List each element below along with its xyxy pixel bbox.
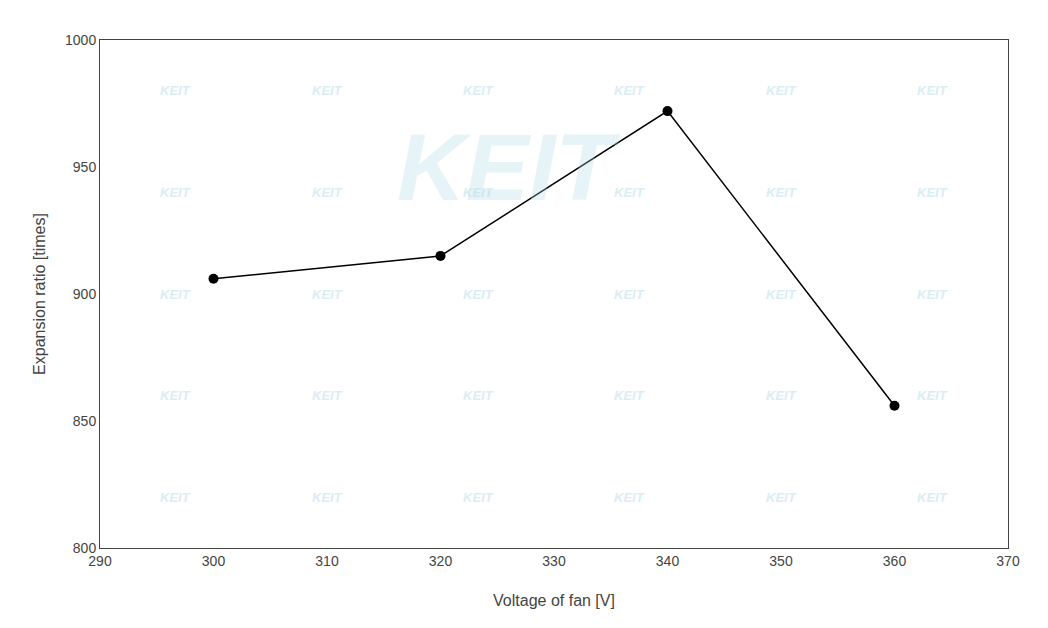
svg-text:KEIT: KEIT [917,185,948,200]
svg-text:900: 900 [73,286,97,302]
svg-text:850: 850 [73,413,97,429]
svg-text:KEIT: KEIT [917,83,948,98]
svg-text:800: 800 [73,540,97,556]
svg-text:KEIT: KEIT [160,185,191,200]
svg-text:KEIT: KEIT [312,83,343,98]
svg-text:KEIT: KEIT [766,490,797,505]
svg-text:KEIT: KEIT [614,185,645,200]
svg-text:370: 370 [996,553,1020,569]
svg-text:KEIT: KEIT [463,490,494,505]
svg-text:320: 320 [429,553,453,569]
svg-text:KEIT: KEIT [160,83,191,98]
svg-text:KEIT: KEIT [614,83,645,98]
svg-text:KEIT: KEIT [312,287,343,302]
svg-text:KEIT: KEIT [917,490,948,505]
svg-text:300: 300 [202,553,226,569]
svg-text:KEIT: KEIT [766,83,797,98]
svg-text:KEIT: KEIT [312,185,343,200]
svg-text:Voltage of fan [V]: Voltage of fan [V] [493,592,615,609]
svg-text:KEIT: KEIT [312,490,343,505]
svg-text:KEIT: KEIT [160,490,191,505]
svg-text:Expansion ratio [times]: Expansion ratio [times] [31,213,48,375]
svg-text:KEIT: KEIT [160,287,191,302]
svg-text:KEIT: KEIT [614,490,645,505]
svg-text:350: 350 [769,553,793,569]
svg-text:KEIT: KEIT [463,83,494,98]
svg-text:KEIT: KEIT [312,388,343,403]
svg-text:340: 340 [656,553,680,569]
svg-text:310: 310 [315,553,339,569]
svg-text:290: 290 [88,553,112,569]
svg-text:950: 950 [73,159,97,175]
svg-text:360: 360 [883,553,907,569]
svg-text:KEIT: KEIT [463,388,494,403]
svg-text:KEIT: KEIT [917,287,948,302]
svg-text:KEIT: KEIT [397,114,620,220]
svg-text:1000: 1000 [65,32,96,48]
svg-text:KEIT: KEIT [766,388,797,403]
svg-text:KEIT: KEIT [614,388,645,403]
svg-text:KEIT: KEIT [160,388,191,403]
svg-text:KEIT: KEIT [463,185,494,200]
svg-text:KEIT: KEIT [463,287,494,302]
svg-text:KEIT: KEIT [614,287,645,302]
svg-text:KEIT: KEIT [766,185,797,200]
svg-text:330: 330 [542,553,566,569]
svg-text:KEIT: KEIT [766,287,797,302]
svg-text:KEIT: KEIT [917,388,948,403]
